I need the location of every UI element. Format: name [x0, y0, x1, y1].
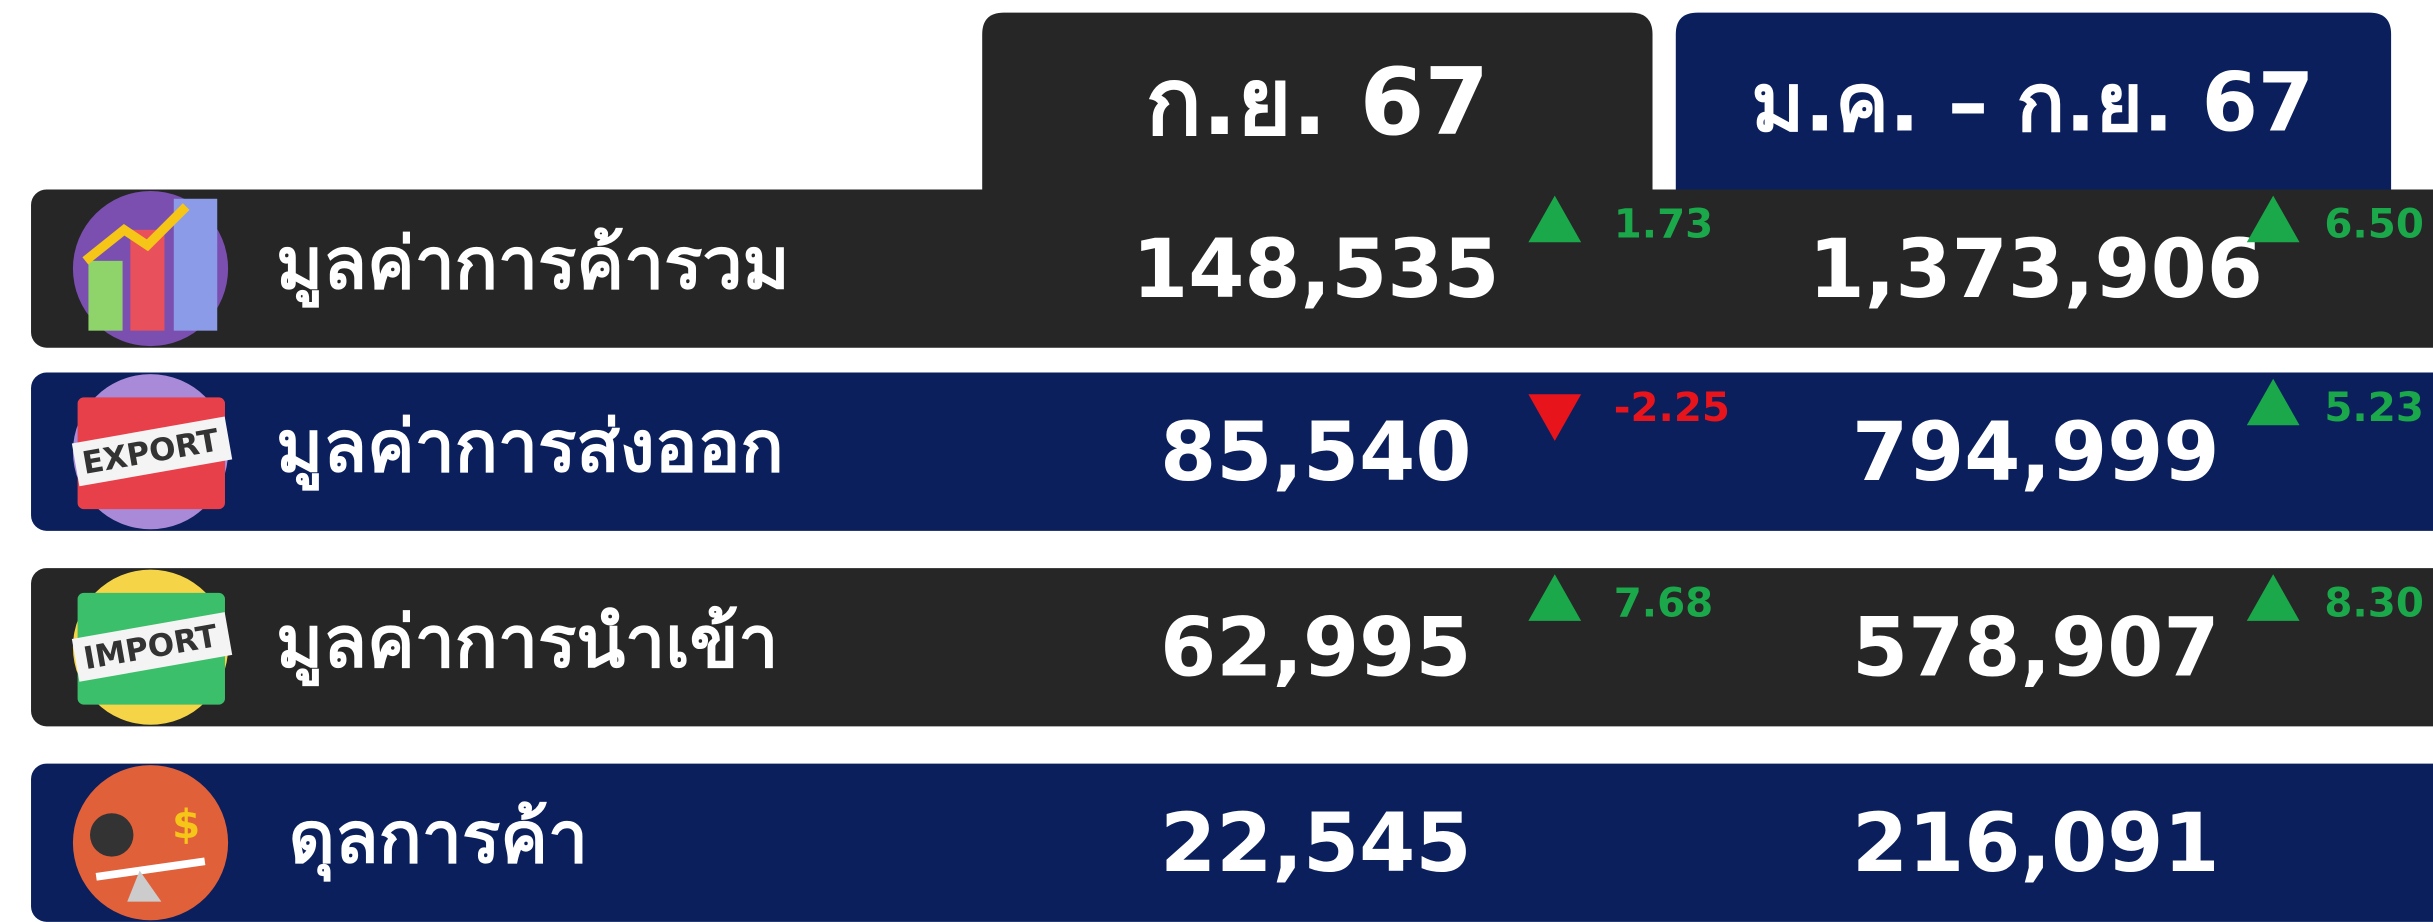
ytd-value: 1,373,906	[1809, 223, 2263, 317]
icon	[71, 416, 233, 487]
row-label: มูลค่าการส่งออก	[276, 405, 783, 491]
change-value: 7.68	[1614, 579, 1714, 626]
month-value: 22,545	[1160, 797, 1471, 891]
month-value: 85,540	[1160, 406, 1471, 500]
trend-arrow	[2246, 574, 2300, 621]
header-cell	[982, 12, 1653, 190]
icon	[95, 857, 206, 881]
row-background	[31, 189, 2433, 348]
month-value: 62,995	[1160, 601, 1471, 695]
row-label: มูลค่าการนำเข้า	[276, 601, 778, 687]
row-background	[31, 763, 2433, 922]
icon	[173, 198, 218, 331]
change-value: 6.50	[2324, 201, 2424, 248]
change-value: 1.73	[1614, 201, 1714, 248]
ytd-value: 216,091	[1852, 797, 2219, 891]
row-background	[31, 372, 2433, 531]
icon	[88, 260, 123, 331]
icon	[72, 765, 229, 921]
ytd-value: 794,999	[1852, 406, 2219, 500]
column-header: ม.ค. – ก.ย. 67	[1751, 57, 2314, 151]
change-value: 5.23	[2324, 384, 2424, 431]
icon	[89, 813, 134, 857]
row-background	[31, 568, 2433, 727]
column-header: ก.ย. 67	[1146, 48, 1490, 156]
trend-arrow	[2246, 195, 2300, 243]
row-label: มูลค่าการค้ารวม	[276, 222, 789, 308]
icon	[127, 870, 162, 902]
trend-arrow	[1528, 394, 1582, 441]
month-value: 148,535	[1132, 223, 1499, 317]
header-cell	[1675, 12, 2392, 190]
trend-arrow	[2246, 378, 2300, 426]
ytd-value: 578,907	[1852, 601, 2219, 695]
icon	[71, 612, 233, 682]
change-value: -2.25	[1614, 384, 1730, 431]
icon	[82, 203, 190, 265]
change-value: 8.30	[2324, 579, 2424, 626]
trend-arrow	[1528, 574, 1582, 621]
row-label: ดุลการค้า	[289, 796, 588, 882]
icon: $	[172, 801, 200, 848]
trend-arrow	[1528, 195, 1582, 243]
